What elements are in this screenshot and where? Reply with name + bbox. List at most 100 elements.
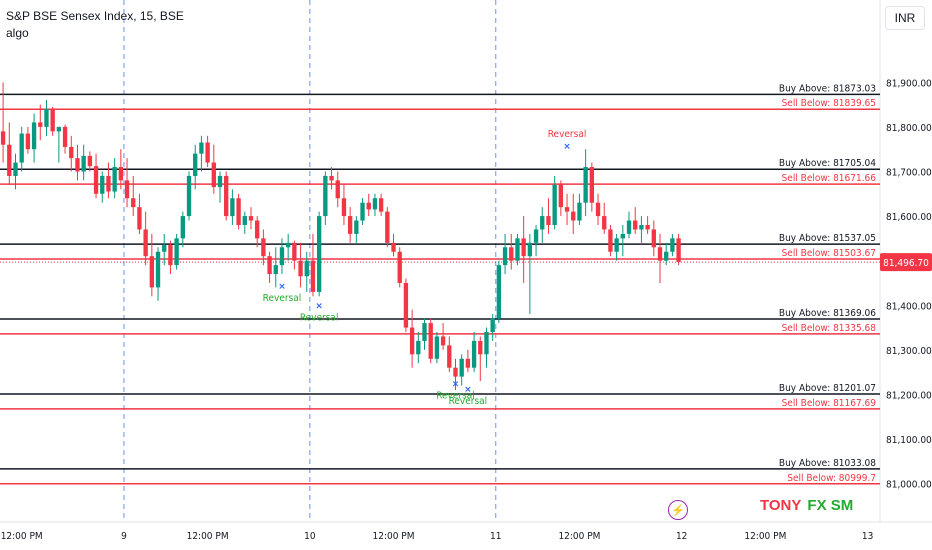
bearish-candle bbox=[391, 242, 396, 252]
bullish-candle bbox=[186, 175, 192, 217]
bearish-candle bbox=[633, 220, 638, 230]
bullish-candle bbox=[620, 233, 625, 239]
indicator-name: algo bbox=[6, 26, 29, 40]
last-price-label: 81,496.70 bbox=[883, 258, 929, 269]
bullish-candle bbox=[316, 216, 322, 292]
bullish-candle bbox=[323, 175, 328, 217]
last-price-tag: 81,496.70 bbox=[880, 253, 932, 272]
bearish-candle bbox=[298, 260, 303, 277]
y-tick-label: 81,300.00 bbox=[886, 346, 932, 357]
x-tick-label: 12:00 PM bbox=[744, 531, 786, 542]
lightning-bolt-icon[interactable]: ⚡ bbox=[668, 500, 688, 520]
bullish-candle bbox=[230, 198, 235, 217]
bearish-candle bbox=[124, 180, 130, 199]
reversal-marker-icon: × bbox=[278, 282, 286, 292]
bearish-candle bbox=[93, 166, 99, 194]
bullish-candle bbox=[162, 245, 167, 252]
x-tick-label: 12:00 PM bbox=[558, 531, 600, 542]
bearish-candle bbox=[366, 202, 371, 210]
reversal-label: Reversal bbox=[449, 396, 488, 407]
bullish-candle bbox=[471, 340, 477, 368]
bearish-candle bbox=[137, 207, 142, 230]
x-tick-label: 12:00 PM bbox=[373, 531, 415, 542]
bullish-candle bbox=[273, 265, 278, 275]
sell-level-label: Sell Below: 81671.66 bbox=[782, 173, 877, 184]
bullish-candle bbox=[533, 229, 539, 243]
bullish-candle bbox=[100, 175, 105, 194]
bearish-candle bbox=[602, 216, 607, 230]
reversal-label: Reversal bbox=[263, 293, 302, 304]
bullish-candle bbox=[56, 126, 62, 132]
bearish-candle bbox=[595, 202, 601, 217]
buy-level-label: Buy Above: 81201.07 bbox=[779, 383, 876, 394]
bullish-candle bbox=[81, 155, 86, 172]
bearish-candle bbox=[409, 327, 415, 355]
bearish-candle bbox=[558, 184, 564, 208]
bearish-candle bbox=[38, 122, 43, 127]
bearish-candle bbox=[440, 336, 446, 346]
reversal-label: Reversal bbox=[300, 312, 339, 323]
bearish-candle bbox=[546, 216, 551, 225]
bullish-candle bbox=[552, 184, 557, 225]
currency-button[interactable]: INR bbox=[885, 6, 925, 30]
bearish-candle bbox=[478, 340, 483, 355]
bullish-candle bbox=[304, 260, 309, 277]
bearish-candle bbox=[267, 256, 272, 275]
bearish-candle bbox=[564, 207, 570, 212]
bearish-candle bbox=[310, 260, 316, 292]
sell-level-label: Sell Below: 81839.65 bbox=[782, 98, 876, 109]
bearish-candle bbox=[106, 175, 111, 192]
bearish-candle bbox=[335, 180, 340, 199]
x-tick-label: 9 bbox=[121, 531, 127, 542]
bearish-candle bbox=[645, 224, 650, 230]
bearish-candle bbox=[261, 238, 266, 257]
bearish-candle bbox=[205, 142, 210, 163]
bearish-candle bbox=[521, 238, 526, 257]
bullish-candle bbox=[664, 251, 669, 261]
bearish-candle bbox=[347, 216, 353, 234]
bullish-candle bbox=[217, 175, 223, 188]
last-price-tag-bg bbox=[880, 253, 932, 272]
bullish-candle bbox=[614, 238, 619, 252]
chart-title: S&P BSE Sensex Index, 15, BSE bbox=[6, 9, 184, 23]
bullish-candle bbox=[354, 220, 359, 234]
y-tick-label: 81,600.00 bbox=[886, 212, 932, 223]
brand-part-1: TONY bbox=[760, 497, 802, 514]
buy-level-label: Buy Above: 81369.06 bbox=[779, 308, 876, 319]
bearish-candle bbox=[589, 167, 594, 203]
bearish-candle bbox=[255, 220, 260, 239]
bearish-candle bbox=[25, 133, 31, 150]
bullish-candle bbox=[174, 238, 179, 266]
bearish-candle bbox=[0, 131, 6, 145]
x-tick-label: 12:00 PM bbox=[1, 531, 43, 542]
bullish-candle bbox=[484, 332, 489, 355]
buy-level-label: Buy Above: 81873.03 bbox=[779, 83, 876, 94]
bearish-candle bbox=[168, 245, 173, 266]
bearish-candle bbox=[608, 229, 613, 252]
reversal-marker-icon: × bbox=[464, 385, 472, 395]
bearish-candle bbox=[50, 109, 55, 132]
bullish-candle bbox=[490, 318, 495, 333]
bullish-candle bbox=[583, 167, 588, 203]
bearish-candle bbox=[676, 238, 681, 263]
x-tick-label: 13 bbox=[862, 531, 873, 542]
bearish-candle bbox=[211, 162, 216, 188]
bullish-candle bbox=[44, 109, 49, 127]
sell-level-label: Sell Below: 81167.69 bbox=[782, 398, 877, 409]
bullish-candle bbox=[422, 323, 427, 341]
bearish-candle bbox=[453, 367, 458, 377]
reversal-marker-icon: × bbox=[452, 380, 460, 390]
bearish-candle bbox=[149, 256, 154, 288]
y-tick-label: 81,200.00 bbox=[886, 390, 932, 401]
bearish-candle bbox=[143, 229, 148, 257]
bullish-candle bbox=[31, 122, 37, 150]
brand-watermark: TONY FX SM bbox=[760, 497, 853, 514]
reversal-marker-icon: × bbox=[315, 301, 323, 311]
bearish-candle bbox=[397, 251, 402, 283]
bullish-candle bbox=[155, 251, 161, 288]
x-tick-label: 11 bbox=[490, 531, 501, 542]
bullish-candle bbox=[242, 216, 247, 225]
bearish-candle bbox=[403, 282, 409, 328]
sell-level-label: Sell Below: 80999.7 bbox=[787, 473, 876, 484]
